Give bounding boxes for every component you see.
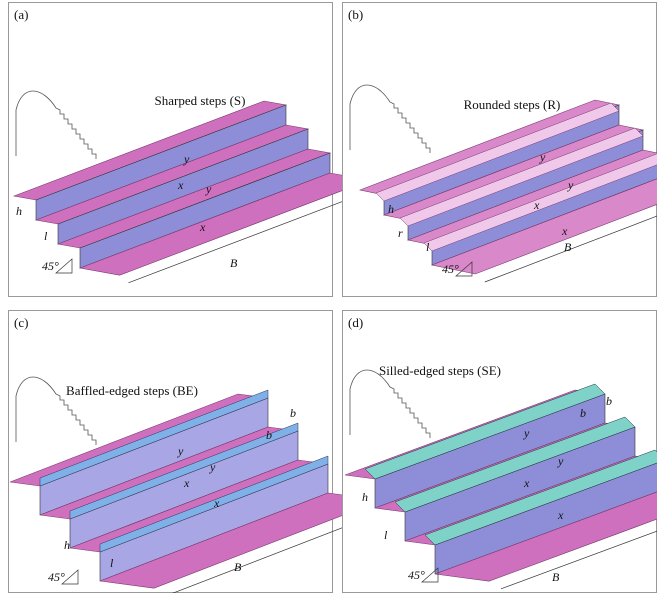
annotation: B	[234, 560, 242, 574]
annotation: 45°	[48, 570, 65, 584]
annotation: b	[606, 394, 612, 408]
annotation: h	[64, 538, 70, 552]
figure: (a)Sharped steps (S)yxyxhl45°B(b)Rounded…	[0, 0, 657, 593]
annotation: 45°	[442, 262, 459, 276]
annotation: 45°	[42, 259, 59, 273]
annotation: b	[266, 428, 272, 442]
annotation: y	[209, 460, 216, 474]
panel-label: (d)	[348, 315, 363, 330]
annotation: h	[16, 204, 22, 218]
annotation: y	[557, 454, 564, 468]
annotation: y	[205, 182, 212, 196]
annotation: 45°	[408, 568, 425, 582]
annotation: h	[362, 490, 368, 504]
annotation: x	[213, 496, 220, 510]
panel-title: Baffled-edged steps (BE)	[66, 383, 198, 398]
annotation: b	[580, 406, 586, 420]
panel-label: (c)	[14, 315, 28, 330]
annotation: y	[183, 152, 190, 166]
annotation: x	[183, 476, 190, 490]
annotation: y	[567, 178, 574, 192]
annotation: x	[199, 220, 206, 234]
annotation: B	[552, 570, 560, 584]
annotation: x	[523, 476, 530, 490]
annotation: b	[290, 406, 296, 420]
annotation: y	[539, 150, 546, 164]
panel-title: Silled-edged steps (SE)	[379, 363, 501, 378]
annotation: y	[523, 426, 530, 440]
panel-label: (a)	[14, 7, 28, 22]
annotation: B	[230, 256, 238, 270]
annotation: h	[388, 202, 394, 216]
annotation: x	[533, 198, 540, 212]
panel-title: Rounded steps (R)	[464, 97, 561, 112]
annotation: x	[557, 508, 564, 522]
annotation: y	[177, 444, 184, 458]
panel-title: Sharped steps (S)	[155, 93, 246, 108]
annotation: B	[564, 240, 572, 254]
annotation: x	[561, 224, 568, 238]
annotation: x	[177, 178, 184, 192]
panel-label: (b)	[348, 7, 363, 22]
annotation: r	[398, 226, 403, 240]
